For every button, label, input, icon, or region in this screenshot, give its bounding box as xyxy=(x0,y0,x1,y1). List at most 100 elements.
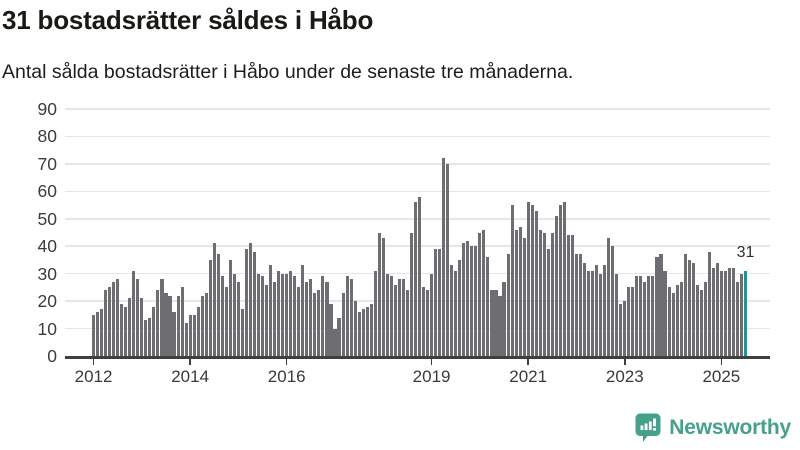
bar xyxy=(369,303,373,356)
bar xyxy=(184,323,188,356)
bar xyxy=(317,290,321,356)
bar xyxy=(514,229,518,356)
bar xyxy=(731,268,735,356)
bar xyxy=(703,281,707,356)
bar xyxy=(224,287,228,356)
bar xyxy=(522,237,526,356)
bar xyxy=(124,306,128,356)
bar xyxy=(587,270,591,356)
x-axis-tick xyxy=(527,358,529,365)
bar xyxy=(623,301,627,356)
x-axis-tick-label: 2012 xyxy=(74,367,113,386)
bar xyxy=(518,227,522,356)
bar xyxy=(458,259,462,356)
x-axis-tick xyxy=(92,358,95,365)
bar xyxy=(526,202,530,356)
bar xyxy=(156,290,160,356)
bar xyxy=(365,306,369,356)
bar xyxy=(506,254,510,356)
bar xyxy=(164,292,168,356)
bar xyxy=(397,279,401,356)
bar xyxy=(357,312,361,356)
bar xyxy=(160,279,164,356)
bar xyxy=(566,235,570,356)
gridline xyxy=(65,218,770,220)
bar xyxy=(578,254,583,356)
bar xyxy=(538,229,542,356)
bar xyxy=(643,281,647,356)
x-axis-tick xyxy=(430,358,433,365)
bar xyxy=(96,312,100,356)
y-axis-tick-label: 90 xyxy=(37,99,57,119)
bar xyxy=(337,317,341,356)
bar xyxy=(349,279,353,356)
bar xyxy=(582,262,587,356)
y-axis-tick-label: 30 xyxy=(37,263,57,284)
bar xyxy=(462,243,466,356)
bar xyxy=(735,281,739,356)
bar xyxy=(627,287,631,356)
bar xyxy=(570,235,574,356)
bar xyxy=(112,281,116,356)
gridline xyxy=(65,163,770,165)
bar xyxy=(361,309,365,356)
bar xyxy=(401,279,405,356)
bar xyxy=(104,290,108,356)
bar xyxy=(687,259,691,356)
bar xyxy=(152,306,156,356)
bar xyxy=(204,292,208,356)
bar xyxy=(405,290,409,356)
y-axis-tick-label: 60 xyxy=(37,181,57,202)
bar xyxy=(116,279,120,356)
bar xyxy=(389,276,393,356)
x-axis-tick-label: 2025 xyxy=(702,367,741,386)
bar xyxy=(478,232,482,356)
bar xyxy=(144,320,148,356)
bar xyxy=(172,312,176,356)
page-title: 31 bostadsrätter såldes i Håbo xyxy=(2,5,374,35)
bar xyxy=(619,303,623,356)
bar xyxy=(148,317,152,356)
bar xyxy=(285,273,289,356)
bar xyxy=(333,328,337,356)
bar xyxy=(240,309,244,356)
bar xyxy=(293,276,297,356)
bar xyxy=(289,270,293,356)
bar xyxy=(603,265,607,356)
bar xyxy=(663,270,667,356)
bar xyxy=(236,281,240,356)
bar xyxy=(301,265,305,356)
bar xyxy=(100,309,104,356)
bar xyxy=(321,276,325,356)
brand-name: Newsworthy xyxy=(669,416,791,439)
bar xyxy=(715,262,719,356)
bar xyxy=(180,287,184,356)
gridline xyxy=(65,190,770,193)
bar xyxy=(655,257,659,356)
bar xyxy=(659,254,663,356)
x-axis-tick xyxy=(624,358,626,365)
gridline xyxy=(65,135,770,138)
bar xyxy=(611,246,615,356)
gridline xyxy=(65,245,770,247)
bar xyxy=(413,202,418,356)
bar xyxy=(591,270,595,356)
bar xyxy=(265,284,269,356)
bar xyxy=(132,270,136,356)
y-axis-tick-label: 20 xyxy=(37,291,57,312)
bar xyxy=(208,259,212,356)
bar xyxy=(430,273,434,356)
bar xyxy=(353,301,357,356)
bar xyxy=(244,248,249,356)
last-value-label: 31 xyxy=(736,243,755,261)
bar xyxy=(615,273,619,356)
bar xyxy=(711,268,715,356)
bar xyxy=(442,158,446,356)
bar xyxy=(261,276,265,356)
bar xyxy=(739,273,744,356)
bar xyxy=(297,287,301,356)
bar xyxy=(216,254,220,356)
brand-footer: Newsworthy xyxy=(635,413,791,443)
bar xyxy=(385,273,389,356)
